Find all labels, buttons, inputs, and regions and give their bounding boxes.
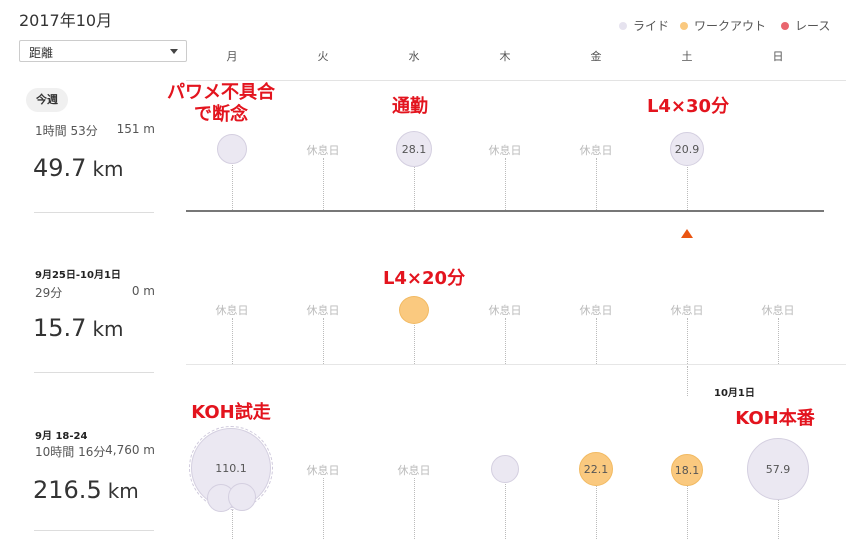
day-header-wed: 水: [408, 50, 420, 63]
annotation-power-meter: パワメ不具合 で断念: [167, 82, 275, 125]
week-distance-unit: km: [92, 317, 124, 341]
annotation-koh-trial: KOH試走: [191, 402, 271, 423]
legend-ride-label: ライド: [633, 19, 670, 33]
ride-circle[interactable]: 20.9: [670, 132, 704, 166]
day-line: [232, 510, 233, 539]
rest-day-label: 休息日: [761, 304, 795, 317]
workout-circle[interactable]: [399, 296, 429, 324]
annotation-l4-30: L4×30分: [646, 96, 730, 117]
week-distance-value: 216.5: [33, 476, 102, 504]
week-separator: [34, 212, 154, 213]
legend-ride-dot: [619, 21, 627, 30]
day-line: [505, 318, 506, 364]
ride-circle[interactable]: [491, 455, 519, 483]
rest-day-label: 休息日: [397, 464, 431, 477]
week-time: 10時間 16分: [35, 445, 106, 459]
week-range: 9月25日-10月1日: [35, 270, 121, 281]
week-distance-unit: km: [107, 479, 139, 503]
legend-workout-label: ワークアウト: [694, 19, 767, 33]
week-distance: 15.7 km: [33, 314, 124, 342]
day-line: [232, 318, 233, 364]
day-line: [414, 478, 415, 539]
day-line: [778, 318, 779, 364]
ride-circle[interactable]: 28.1: [396, 131, 432, 167]
chevron-down-icon: [170, 49, 178, 54]
ride-circle[interactable]: [217, 134, 247, 164]
week-elevation: 4,760 m: [105, 443, 155, 457]
week-divider: [186, 364, 846, 365]
metric-select[interactable]: 距離: [19, 40, 187, 62]
ride-circle-outline: [189, 426, 273, 510]
rest-day-label: 休息日: [488, 144, 522, 157]
week-distance: 216.5 km: [33, 476, 139, 504]
rest-day-label: 休息日: [579, 304, 613, 317]
day-line: [687, 318, 688, 364]
week-time: 1時間 53分: [35, 124, 98, 138]
day-line: [687, 165, 688, 210]
week-distance-unit: km: [92, 157, 124, 181]
workout-circle[interactable]: 18.1: [671, 454, 703, 486]
legend-race-dot: [781, 21, 789, 30]
today-marker-icon: [681, 229, 693, 238]
annotation-l4-20: L4×20分: [382, 268, 466, 289]
legend-race: レース: [781, 17, 830, 34]
day-line: [596, 318, 597, 364]
legend-race-label: レース: [795, 19, 831, 33]
header-divider: [186, 80, 846, 81]
week-distance-value: 49.7: [33, 154, 87, 182]
day-header-fri: 金: [590, 50, 602, 63]
date-marker: 10月1日: [714, 388, 755, 399]
day-line: [778, 500, 779, 539]
week-separator: [34, 372, 154, 373]
annotation-koh-race: KOH本番: [735, 408, 815, 429]
ride-circle[interactable]: 57.9: [747, 438, 809, 500]
day-header-tue: 火: [317, 50, 329, 63]
day-line: [414, 322, 415, 364]
page-title: 2017年10月: [19, 11, 113, 30]
week-distance: 49.7 km: [33, 154, 124, 182]
day-line: [505, 484, 506, 539]
metric-select-value: 距離: [29, 46, 54, 60]
day-line: [596, 486, 597, 539]
day-line: [414, 165, 415, 210]
day-line: [323, 318, 324, 364]
rest-day-label: 休息日: [306, 144, 340, 157]
week-time: 29分: [35, 286, 63, 300]
legend-workout-dot: [680, 21, 688, 30]
annotation-commute: 通勤: [392, 96, 428, 117]
day-line: [232, 163, 233, 210]
workout-circle[interactable]: 22.1: [579, 452, 613, 486]
rest-day-label: 休息日: [215, 304, 249, 317]
this-week-badge[interactable]: 今週: [26, 88, 68, 112]
day-header-sun: 日: [772, 50, 784, 63]
rest-day-label: 休息日: [488, 304, 522, 317]
week-range: 9月 18-24: [35, 431, 88, 442]
rest-day-label: 休息日: [306, 464, 340, 477]
day-header-thu: 木: [499, 50, 511, 63]
week-elevation: 0 m: [131, 284, 155, 298]
week-separator: [34, 530, 154, 531]
rest-day-label: 休息日: [670, 304, 704, 317]
day-line: [687, 486, 688, 539]
day-line: [323, 478, 324, 539]
rest-day-label: 休息日: [306, 304, 340, 317]
day-line: [596, 158, 597, 210]
day-header-sat: 土: [681, 50, 693, 63]
ride-sub-circle[interactable]: [228, 483, 256, 511]
day-line: [505, 158, 506, 210]
week-distance-value: 15.7: [33, 314, 87, 342]
legend-ride: ライド: [619, 17, 669, 34]
day-line: [323, 158, 324, 210]
rest-day-label: 休息日: [579, 144, 613, 157]
legend-workout: ワークアウト: [680, 17, 766, 34]
week-baseline: [186, 210, 824, 212]
day-line: [687, 366, 688, 396]
week-elevation: 151 m: [116, 122, 155, 136]
day-header-mon: 月: [226, 50, 238, 63]
